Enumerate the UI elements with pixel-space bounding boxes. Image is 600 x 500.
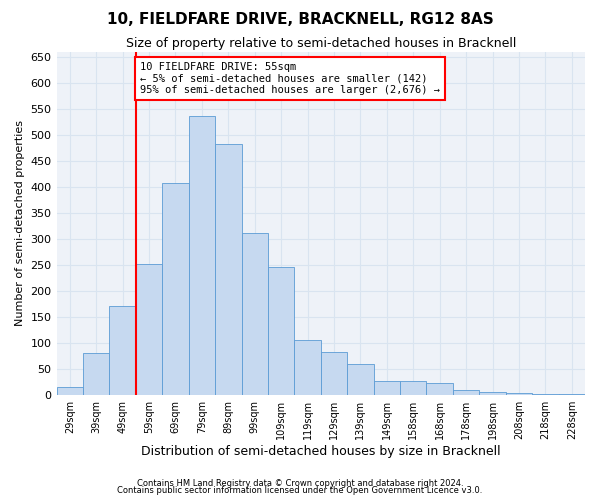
Bar	[162, 182, 188, 394]
Bar	[453, 390, 479, 394]
Bar	[479, 392, 506, 394]
Title: Size of property relative to semi-detached houses in Bracknell: Size of property relative to semi-detach…	[125, 38, 516, 51]
Bar	[109, 306, 136, 394]
Text: Contains HM Land Registry data © Crown copyright and database right 2024.: Contains HM Land Registry data © Crown c…	[137, 478, 463, 488]
Bar	[347, 364, 374, 394]
Bar	[188, 116, 215, 394]
Text: 10 FIELDFARE DRIVE: 55sqm
← 5% of semi-detached houses are smaller (142)
95% of : 10 FIELDFARE DRIVE: 55sqm ← 5% of semi-d…	[140, 62, 440, 96]
Bar	[268, 268, 295, 394]
X-axis label: Distribution of semi-detached houses by size in Bracknell: Distribution of semi-detached houses by …	[141, 444, 500, 458]
Bar	[374, 380, 400, 394]
Bar	[506, 393, 532, 394]
Bar	[215, 144, 242, 394]
Bar	[400, 380, 427, 394]
Text: 10, FIELDFARE DRIVE, BRACKNELL, RG12 8AS: 10, FIELDFARE DRIVE, BRACKNELL, RG12 8AS	[107, 12, 493, 28]
Bar	[242, 232, 268, 394]
Bar	[295, 340, 321, 394]
Bar	[136, 264, 162, 394]
Bar	[83, 353, 109, 395]
Y-axis label: Number of semi-detached properties: Number of semi-detached properties	[15, 120, 25, 326]
Bar	[427, 384, 453, 394]
Bar	[321, 352, 347, 395]
Text: Contains public sector information licensed under the Open Government Licence v3: Contains public sector information licen…	[118, 486, 482, 495]
Bar	[56, 387, 83, 394]
